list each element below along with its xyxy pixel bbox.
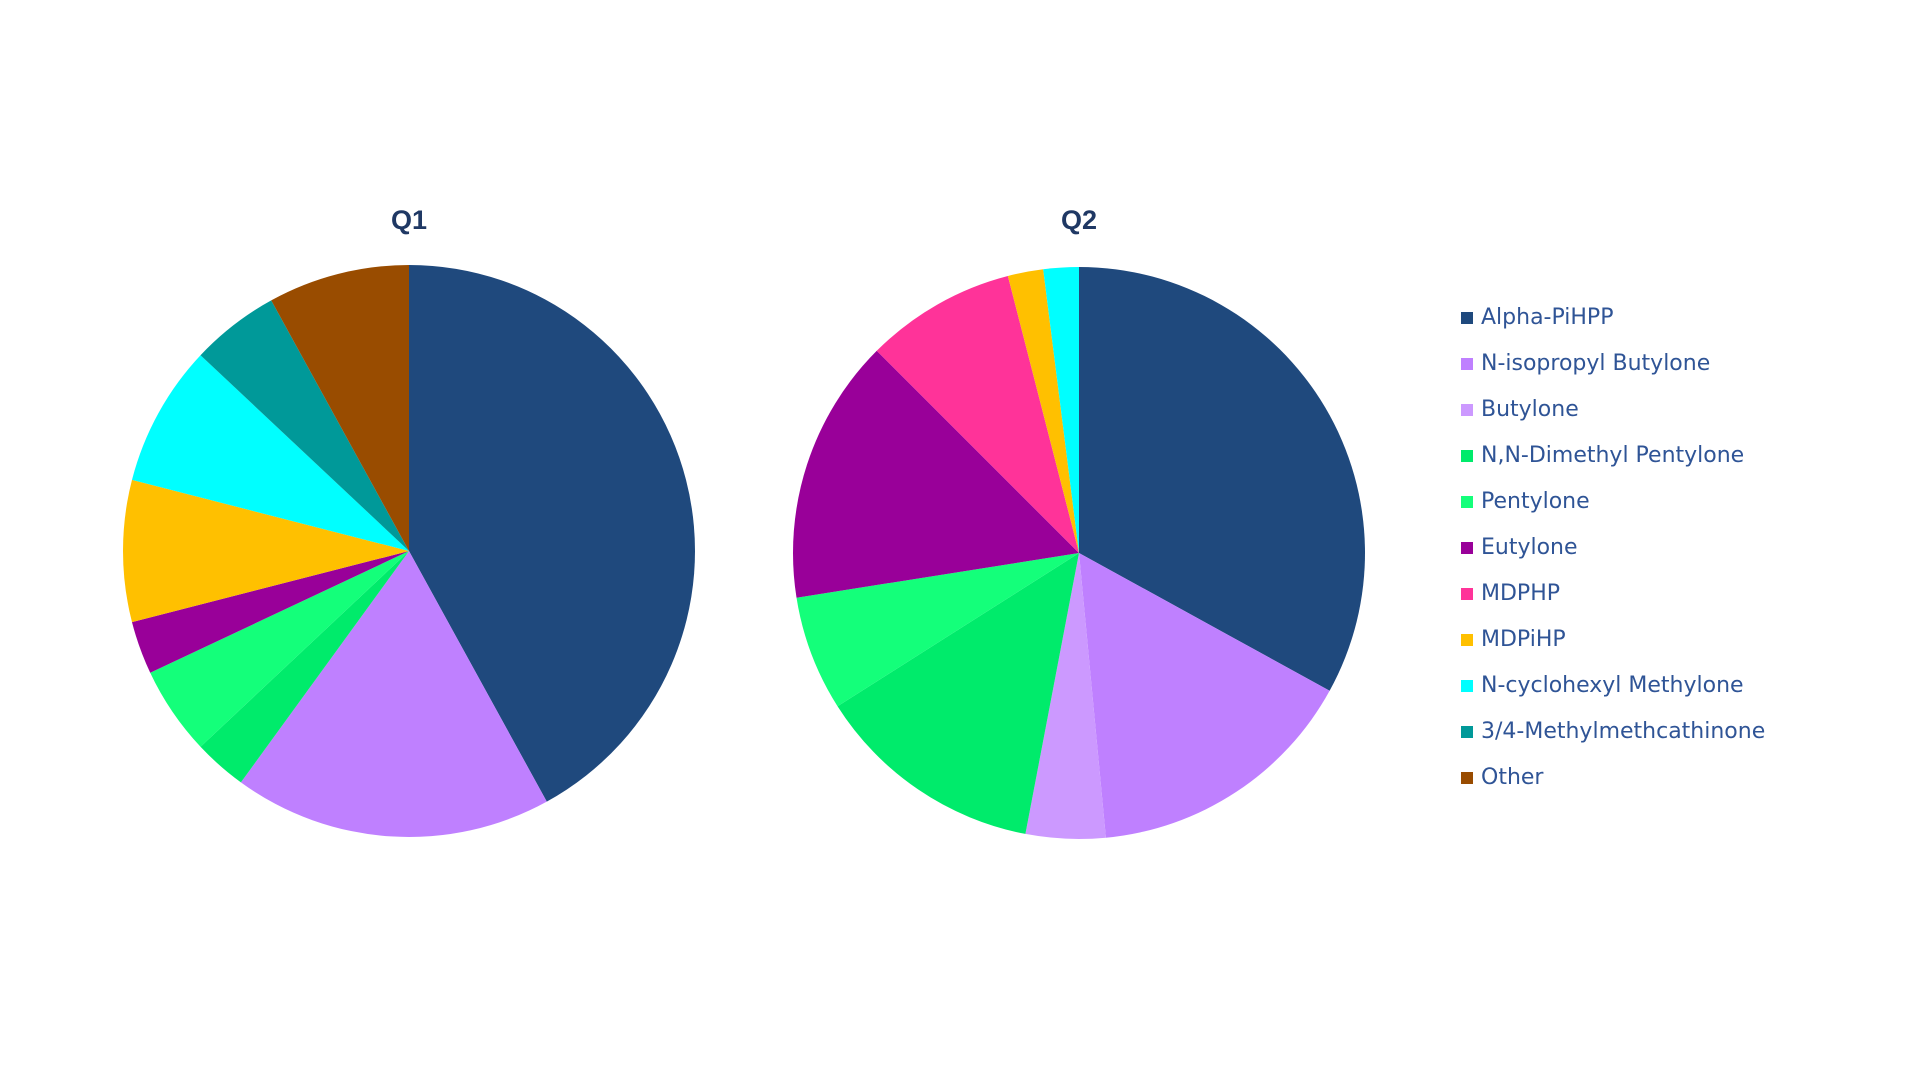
legend-swatch: [1461, 680, 1473, 692]
legend-swatch: [1461, 358, 1473, 370]
pie-slice: [131, 551, 409, 673]
legend-swatch: [1461, 496, 1473, 508]
pie-slice: [796, 553, 1079, 707]
pie-slice: [131, 355, 409, 551]
pie-slice: [200, 300, 409, 551]
legend-swatch: [1461, 726, 1473, 738]
pie-slice: [200, 551, 409, 783]
pie-slice: [409, 265, 696, 802]
pie-slice: [1079, 267, 1365, 691]
pie-slice: [837, 553, 1079, 834]
legend-swatch: [1461, 450, 1473, 462]
legend-label: MDPiHP: [1481, 627, 1566, 652]
legend-label: Other: [1481, 765, 1544, 790]
pie-slice: [1043, 267, 1079, 553]
pie-slice: [876, 275, 1079, 553]
pie-slice: [150, 551, 409, 747]
legend-label: Pentylone: [1481, 489, 1590, 514]
chart-title: Q1: [391, 205, 427, 235]
legend-label: N,N-Dimethyl Pentylone: [1481, 443, 1744, 468]
legend-swatch: [1461, 588, 1473, 600]
legend-label: N-cyclohexyl Methylone: [1481, 673, 1744, 698]
legend-swatch: [1461, 404, 1473, 416]
legend-swatch: [1461, 312, 1473, 324]
legend-label: MDPHP: [1481, 581, 1560, 606]
legend-label: N-isopropyl Butylone: [1481, 351, 1710, 376]
pie-slice: [1025, 553, 1106, 839]
legend-swatch: [1461, 772, 1473, 784]
pie-slice: [271, 265, 409, 551]
chart-title: Q2: [1061, 205, 1097, 235]
pie-slice: [123, 479, 410, 623]
legend-label: Eutylone: [1481, 535, 1578, 560]
pie-slice: [793, 350, 1079, 598]
pie-slice: [1007, 269, 1079, 553]
legend-swatch: [1461, 542, 1473, 554]
legend-label: Butylone: [1481, 397, 1579, 422]
pie-slice: [1079, 553, 1330, 838]
legend-label: 3/4-Methylmethcathinone: [1481, 719, 1765, 744]
legend-label: Alpha-PiHPP: [1481, 305, 1613, 330]
legend-swatch: [1461, 634, 1473, 646]
pie-slice: [240, 551, 547, 837]
